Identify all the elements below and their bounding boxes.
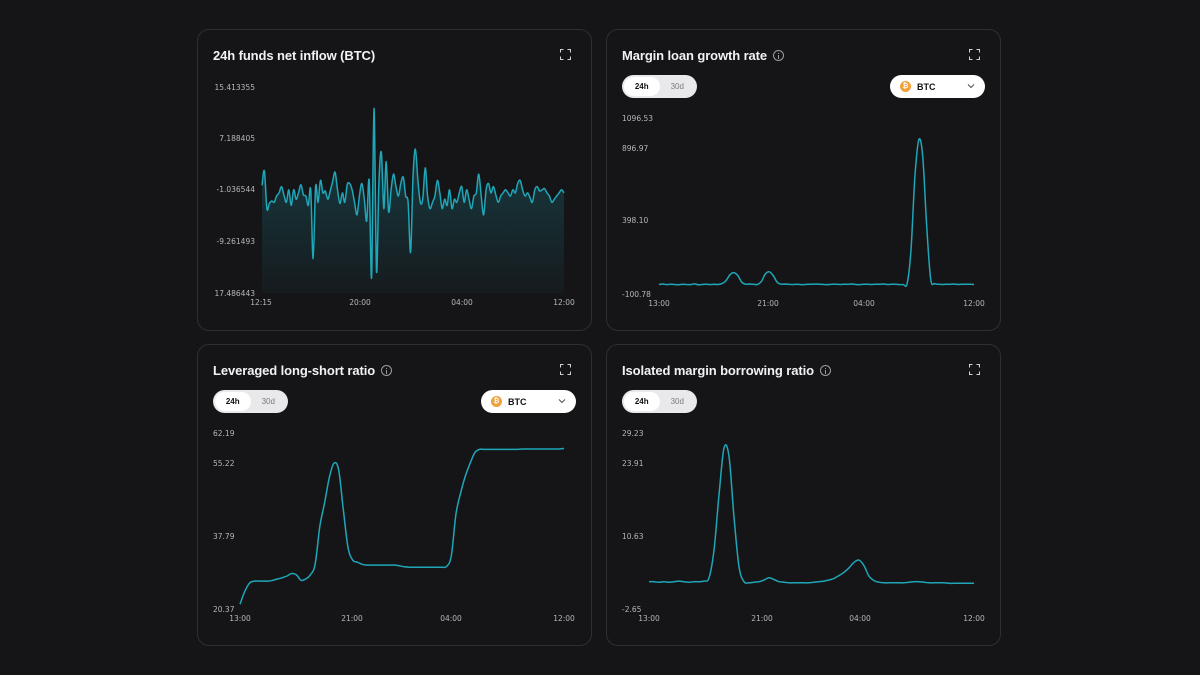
y-tick-label: 29.23 xyxy=(622,429,644,438)
y-tick-label: 23.91 xyxy=(622,459,644,468)
series-line xyxy=(658,138,975,288)
expand-icon[interactable] xyxy=(969,364,980,375)
x-tick-label: 20:00 xyxy=(349,298,371,307)
tab-24h[interactable]: 24h xyxy=(215,392,251,411)
x-tick-label: 12:00 xyxy=(553,614,575,623)
info-icon[interactable] xyxy=(773,50,785,61)
card-long-short-ratio: Leveraged long-short ratio 24h 30d ₿ BTC… xyxy=(197,344,592,646)
y-tick-label: -2.65 xyxy=(622,605,642,614)
tab-24h[interactable]: 24h xyxy=(624,392,660,411)
chart-funds-net-inflow: 15.413355 7.188405 -1.036544 -9.261493 17.48… xyxy=(214,83,575,307)
x-tick-label: 12:15 xyxy=(250,298,272,307)
btc-coin-icon: ₿ xyxy=(900,81,911,92)
series-line xyxy=(261,107,565,279)
x-tick-label: 12:00 xyxy=(963,614,985,623)
info-icon[interactable] xyxy=(819,365,831,376)
coin-select-value: BTC xyxy=(508,396,527,407)
expand-icon[interactable] xyxy=(969,49,980,60)
y-tick-label: 62.19 xyxy=(213,429,235,438)
coin-select-value: BTC xyxy=(917,81,936,92)
y-tick-label: 15.413355 xyxy=(214,83,255,92)
y-tick-label: -1.036544 xyxy=(217,185,256,194)
expand-icon[interactable] xyxy=(560,49,571,60)
y-tick-label: 398.10 xyxy=(622,216,648,225)
expand-icon[interactable] xyxy=(560,364,571,375)
y-tick-label: -9.261493 xyxy=(217,237,256,246)
x-tick-label: 21:00 xyxy=(341,614,363,623)
btc-coin-icon: ₿ xyxy=(491,396,502,407)
info-icon[interactable] xyxy=(381,365,393,376)
period-toggle: 24h 30d xyxy=(213,390,288,413)
x-tick-label: 13:00 xyxy=(648,299,670,308)
card-title: Leveraged long-short ratio xyxy=(213,363,393,378)
period-toggle: 24h 30d xyxy=(622,75,697,98)
x-tick-label: 13:00 xyxy=(229,614,251,623)
series-line xyxy=(239,447,565,605)
coin-select[interactable]: ₿ BTC xyxy=(890,75,985,98)
card-title: Margin loan growth rate xyxy=(622,48,785,63)
y-tick-label: 37.79 xyxy=(213,532,235,541)
card-isolated-margin-ratio: Isolated margin borrowing ratio 24h 30d … xyxy=(606,344,1001,646)
y-tick-label: 17.486443 xyxy=(214,289,255,298)
card-title: 24h funds net inflow (BTC) xyxy=(213,48,376,63)
card-title-text: Margin loan growth rate xyxy=(622,48,768,63)
card-title-text: Leveraged long-short ratio xyxy=(213,363,376,378)
y-tick-label: 55.22 xyxy=(213,459,235,468)
x-tick-label: 04:00 xyxy=(853,299,875,308)
y-tick-label: 20.37 xyxy=(213,605,235,614)
chevron-down-icon xyxy=(558,399,566,404)
period-toggle: 24h 30d xyxy=(622,390,697,413)
chevron-down-icon xyxy=(967,84,975,89)
y-tick-label: 1096.53 xyxy=(622,114,653,123)
tab-30d[interactable]: 30d xyxy=(261,397,275,406)
x-tick-label: 13:00 xyxy=(638,614,660,623)
tab-30d[interactable]: 30d xyxy=(670,82,684,91)
series-line xyxy=(648,444,974,585)
y-tick-label: 10.63 xyxy=(622,532,644,541)
card-title-text: Isolated margin borrowing ratio xyxy=(622,363,814,378)
y-tick-label: 896.97 xyxy=(622,144,648,153)
x-tick-label: 12:00 xyxy=(963,299,985,308)
y-tick-label: 7.188405 xyxy=(219,134,255,143)
x-tick-label: 04:00 xyxy=(440,614,462,623)
card-title: Isolated margin borrowing ratio xyxy=(622,363,831,378)
card-margin-loan-growth: Margin loan growth rate 24h 30d ₿ BTC 10… xyxy=(606,29,1001,331)
tab-30d[interactable]: 30d xyxy=(670,397,684,406)
coin-select[interactable]: ₿ BTC xyxy=(481,390,576,413)
x-tick-label: 04:00 xyxy=(451,298,473,307)
y-tick-label: -100.78 xyxy=(622,290,651,299)
tab-24h[interactable]: 24h xyxy=(624,77,660,96)
x-tick-label: 12:00 xyxy=(553,298,575,307)
x-tick-label: 21:00 xyxy=(751,614,773,623)
card-funds-net-inflow: 24h funds net inflow (BTC) 15.413355 7.18… xyxy=(197,29,592,331)
x-tick-label: 21:00 xyxy=(757,299,779,308)
x-tick-label: 04:00 xyxy=(849,614,871,623)
